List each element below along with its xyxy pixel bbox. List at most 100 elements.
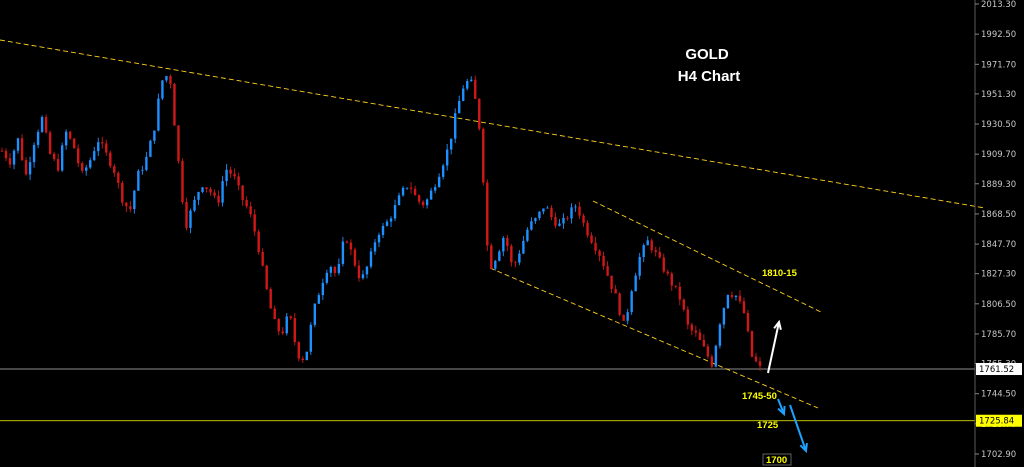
candle-body <box>417 195 421 202</box>
channel-support-label: 1745-50 <box>742 391 777 402</box>
candle-body <box>213 192 216 196</box>
candle-body <box>470 79 473 82</box>
candle-body <box>361 274 365 279</box>
candle-body <box>690 324 694 331</box>
candle-body <box>674 285 677 287</box>
candle-body <box>710 356 714 367</box>
candle-body <box>305 351 309 361</box>
y-tick-label: 1951.30 <box>981 90 1016 100</box>
candle-body <box>498 251 501 261</box>
candle-body <box>458 100 461 114</box>
candle-body <box>281 331 284 334</box>
candle-body <box>137 170 140 191</box>
candle-body <box>622 314 625 321</box>
candle-body <box>546 207 549 209</box>
price-axis: 2013.30 1992.50 1971.70 1951.30 1930.50 1909.… <box>975 0 1016 460</box>
candle-body <box>642 245 645 257</box>
candle-body <box>189 210 192 228</box>
y-tick-label: 1744.50 <box>981 390 1016 400</box>
current-price-tag-text: 1761.52 <box>979 365 1014 375</box>
candle-body <box>506 237 509 246</box>
chart-title: GOLD <box>685 46 728 63</box>
candle-body <box>526 229 529 241</box>
candle-body <box>482 128 485 183</box>
candle-body <box>273 308 276 320</box>
candle-body <box>369 251 373 267</box>
candle-body <box>81 163 84 171</box>
arrow-down-to-1725 <box>777 398 785 415</box>
y-tick-label: 1909.70 <box>981 150 1016 160</box>
candle-body <box>518 253 521 263</box>
candle-body <box>72 138 76 149</box>
y-tick-label: 1992.50 <box>981 30 1016 40</box>
candle-body <box>149 140 152 157</box>
candle-body <box>225 169 228 182</box>
candle-body <box>750 331 754 357</box>
candle-body <box>357 265 361 279</box>
candle-body <box>606 266 609 276</box>
candle-body <box>377 234 381 243</box>
candle-body <box>16 138 20 151</box>
candle-body <box>758 361 762 366</box>
y-tick-label: 2013.30 <box>981 0 1016 10</box>
candle-body <box>538 211 541 219</box>
candle-body <box>742 301 746 314</box>
candle-body <box>101 142 104 144</box>
candle-body <box>478 98 481 129</box>
candle-body <box>754 356 758 362</box>
candle-body <box>97 142 100 152</box>
candle-body <box>201 187 204 193</box>
candle-body <box>522 240 525 254</box>
candle-body <box>381 225 385 235</box>
target1-label: 1725 <box>757 420 779 431</box>
candle-body <box>598 250 601 256</box>
candle-body <box>117 172 120 183</box>
candle-body <box>626 312 629 321</box>
candle-body <box>658 251 661 258</box>
candle-body <box>494 260 497 269</box>
candle-body <box>185 202 188 228</box>
trend-lines <box>0 39 986 409</box>
candle-body <box>730 294 734 298</box>
candle-body <box>466 81 469 89</box>
candle-body <box>105 143 108 153</box>
candle-body <box>269 289 272 309</box>
candle-body <box>141 169 144 171</box>
candle-body <box>193 199 196 211</box>
candle-body <box>56 159 60 171</box>
candle-body <box>285 316 288 334</box>
candle-body <box>341 241 345 264</box>
candle-body <box>337 263 341 273</box>
y-tick-label: 1827.30 <box>981 270 1016 280</box>
candle-body <box>209 189 212 193</box>
arrow-down-to-1725-head <box>777 405 786 417</box>
candle-body <box>698 332 702 341</box>
y-tick-label: 1889.30 <box>981 180 1016 190</box>
candle-body <box>714 345 718 367</box>
candle-body <box>385 221 389 226</box>
candle-body <box>64 131 68 146</box>
candle-body <box>297 342 300 359</box>
candle-body <box>726 294 730 309</box>
candle-body <box>425 199 429 206</box>
candle-body <box>197 192 200 200</box>
candles <box>0 74 762 371</box>
candle-body <box>345 241 349 243</box>
candle-body <box>650 240 653 251</box>
candle-body <box>233 173 236 177</box>
candle-body <box>638 256 641 276</box>
candle-body <box>36 131 40 145</box>
candle-body <box>253 214 256 232</box>
candle-body <box>590 235 593 243</box>
candle-body <box>221 181 224 203</box>
price-tags: 1761.52 1725.84 <box>976 363 1022 427</box>
arrows <box>767 319 808 454</box>
candle-body <box>682 299 685 310</box>
candle-body <box>93 151 96 161</box>
candle-body <box>510 245 513 263</box>
candle-body <box>333 266 337 273</box>
candle-body <box>582 215 585 223</box>
candle-body <box>217 195 220 203</box>
candle-body <box>409 187 413 189</box>
candle-body <box>173 83 176 126</box>
